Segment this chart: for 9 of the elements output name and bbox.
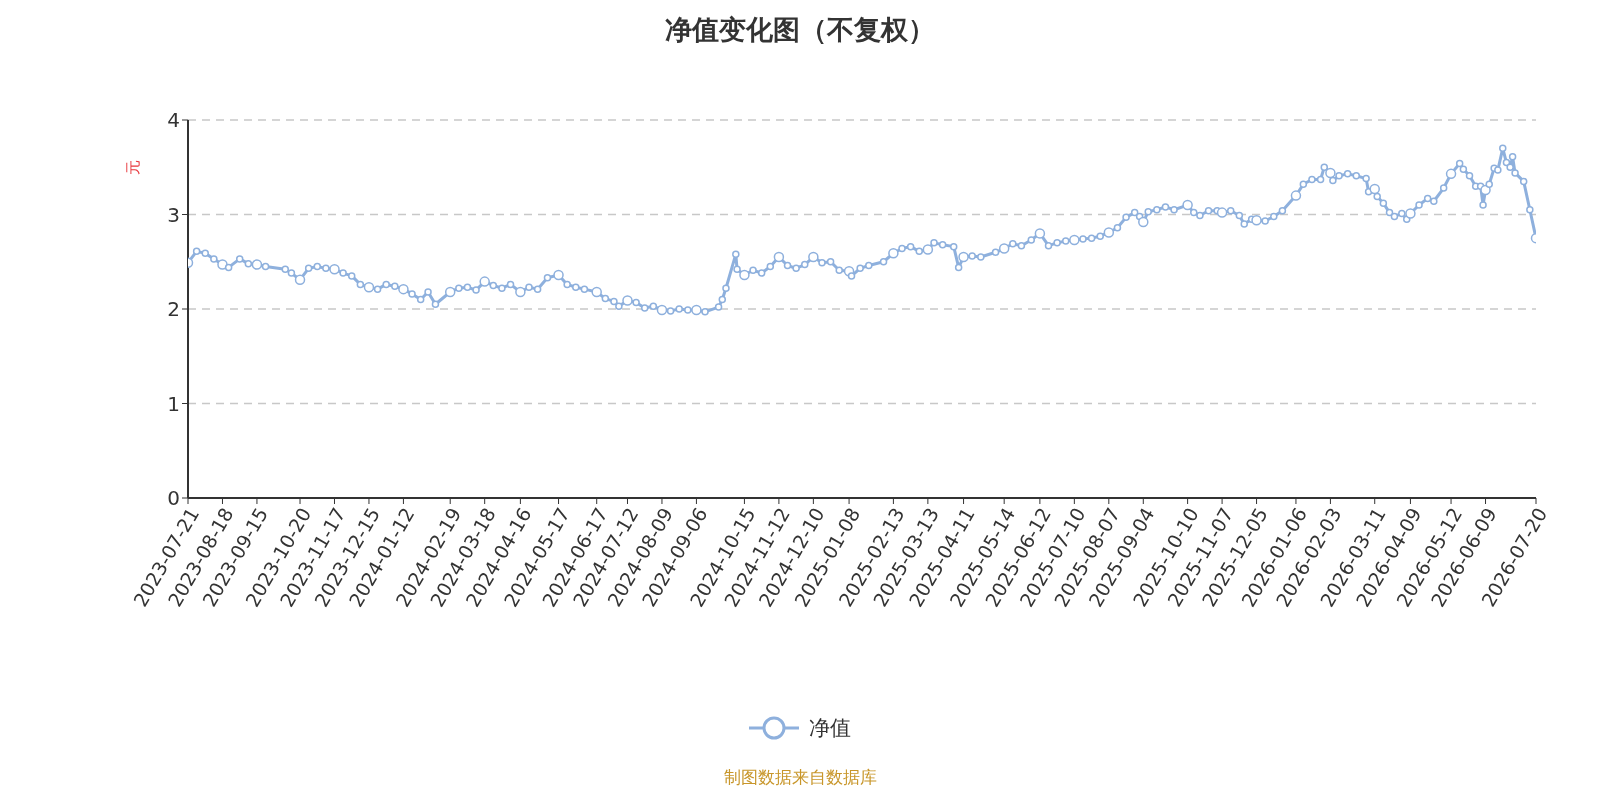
text: 制图数据来自数据库	[722, 766, 878, 789]
y-tick-label: 1	[167, 391, 180, 416]
chart-title: 净值变化图（不复权）	[664, 13, 936, 47]
y-tick-label: 0	[167, 486, 180, 511]
y-tick-label: 3	[167, 202, 180, 227]
y-axis-title: 元	[124, 160, 143, 175]
y-tick-label: 4	[167, 108, 180, 133]
y-tick-label: 2	[167, 297, 180, 322]
legend-label: 净值	[809, 715, 851, 742]
